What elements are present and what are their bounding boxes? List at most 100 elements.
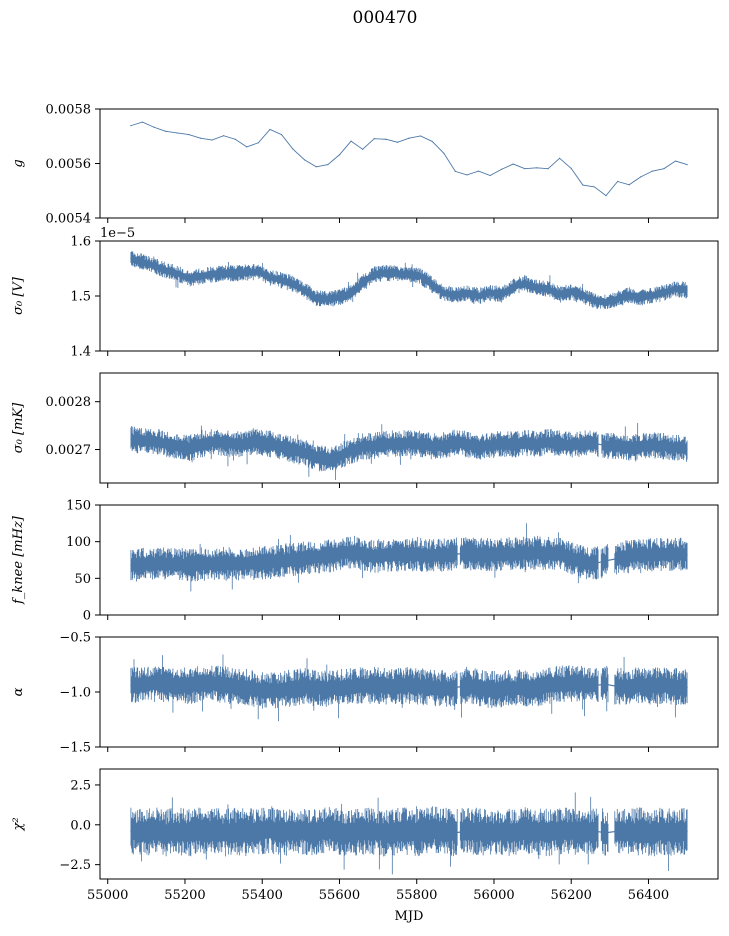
x-tick-label: 56400 xyxy=(628,888,669,903)
data-point xyxy=(130,830,132,832)
data-point xyxy=(547,168,549,170)
axes-frame xyxy=(99,108,719,219)
data-point xyxy=(570,444,572,446)
data-point xyxy=(234,563,236,565)
data-point xyxy=(141,440,144,442)
data-point xyxy=(327,458,329,461)
data-point xyxy=(350,450,352,452)
data-point xyxy=(674,553,677,555)
series-noise-band xyxy=(130,251,688,310)
data-point xyxy=(396,272,399,275)
data-point xyxy=(408,553,410,555)
x-tick-label: 56000 xyxy=(473,888,514,903)
data-point xyxy=(443,152,445,154)
data-point xyxy=(477,295,480,297)
data-point xyxy=(616,685,619,688)
data-point xyxy=(524,828,526,831)
data-point xyxy=(223,442,225,444)
data-point xyxy=(130,564,132,566)
data-point xyxy=(477,446,480,448)
data-point xyxy=(188,277,190,279)
data-point xyxy=(385,443,387,445)
data-point xyxy=(535,443,538,445)
data-point xyxy=(315,832,317,834)
data-point xyxy=(176,830,178,832)
data-point xyxy=(628,294,630,297)
data-point xyxy=(443,830,445,832)
data-point xyxy=(315,297,317,299)
data-point xyxy=(280,689,283,691)
data-point xyxy=(292,687,294,689)
data-point xyxy=(582,832,584,834)
data-point xyxy=(570,682,572,684)
data-point xyxy=(280,134,283,136)
data-point xyxy=(373,138,375,140)
data-point xyxy=(524,552,526,555)
y-tick-label: 1.5 xyxy=(70,290,91,305)
data-point xyxy=(535,689,538,691)
data-point xyxy=(373,445,375,447)
data-point xyxy=(373,555,375,557)
data-point xyxy=(327,828,329,831)
data-point xyxy=(373,830,375,832)
data-point xyxy=(338,830,341,832)
data-point xyxy=(385,554,387,556)
data-point xyxy=(199,137,202,139)
data-point xyxy=(605,832,607,834)
x-tick-label: 55800 xyxy=(396,888,437,903)
data-point xyxy=(315,457,317,459)
data-point xyxy=(605,195,607,197)
data-point xyxy=(674,447,677,449)
data-point xyxy=(651,294,653,297)
data-point xyxy=(315,687,317,689)
data-point xyxy=(304,557,306,559)
data-point xyxy=(535,167,538,169)
data-point xyxy=(674,160,677,162)
x-axis-label: MJD xyxy=(395,909,424,924)
data-point xyxy=(559,683,561,685)
data-point xyxy=(338,455,341,457)
data-point xyxy=(419,554,422,556)
data-point xyxy=(246,271,248,273)
data-point xyxy=(141,832,144,834)
data-point xyxy=(269,276,271,278)
data-point xyxy=(292,148,294,150)
data-point xyxy=(547,552,549,555)
data-point xyxy=(419,443,422,445)
data-point xyxy=(211,563,213,565)
data-point xyxy=(141,121,144,123)
data-point xyxy=(501,553,503,555)
data-point xyxy=(535,830,538,832)
series-layer xyxy=(130,121,688,197)
data-point xyxy=(165,130,167,132)
data-point xyxy=(651,170,653,172)
panel-4: 0 50 100 150 f_knee [mHz] xyxy=(11,499,719,624)
data-point xyxy=(176,684,178,687)
data-point xyxy=(547,832,549,834)
data-point xyxy=(327,163,329,166)
panel-6: −2.5 0.0 2.5 55000 55200 55400 55600 55800 56000… xyxy=(11,768,719,924)
figure-title: 000470 xyxy=(353,8,418,28)
y-tick-label: 1.4 xyxy=(70,345,91,360)
data-point xyxy=(640,297,642,299)
data-point xyxy=(501,830,503,832)
data-point xyxy=(396,442,399,444)
data-point xyxy=(246,832,248,834)
data-point xyxy=(199,683,202,685)
data-point xyxy=(338,154,341,156)
data-point xyxy=(292,830,294,832)
data-point xyxy=(466,174,468,176)
data-point xyxy=(477,687,480,689)
data-point xyxy=(362,281,364,283)
y-axis-label: σ₀ [mK] xyxy=(11,402,26,453)
series-layer xyxy=(130,523,688,592)
data-point xyxy=(165,443,167,445)
data-point xyxy=(501,443,503,445)
data-point xyxy=(524,168,526,170)
data-point xyxy=(257,562,259,564)
y-axis-label: g xyxy=(11,159,26,167)
data-point xyxy=(234,272,236,275)
data-point xyxy=(616,557,619,560)
data-point xyxy=(686,554,688,556)
